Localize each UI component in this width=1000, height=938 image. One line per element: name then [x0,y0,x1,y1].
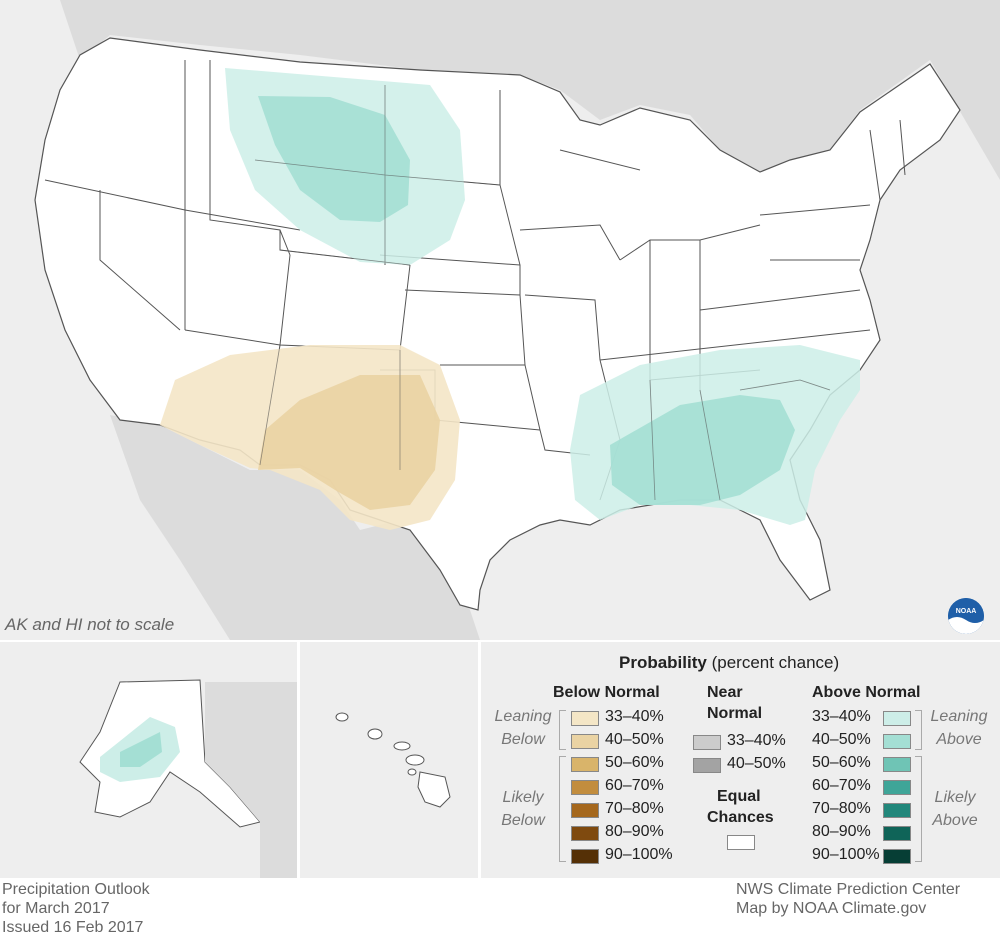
below-bin-label: 40–50% [605,731,664,748]
above-bin-label: 60–70% [812,777,871,794]
equal-chances-header-2: Chances [707,809,774,826]
near-bin-swatch [693,735,721,750]
leaning-above-label-1: Leaning [930,708,988,725]
leaning-above-bracket [915,710,922,750]
inset-scale-note: AK and HI not to scale [5,615,175,634]
alaska-inset [0,642,297,878]
footer-credit-map: Map by NOAA Climate.gov [736,900,927,917]
above-bin-swatch [883,849,911,864]
alaska-above-normal-inner [120,732,162,767]
main-map: AK and HI not to scale NOAA [0,0,1000,640]
above-bin-swatch [883,757,911,772]
hawaii-inset [300,642,478,878]
leaning-below-label-1: Leaning [494,708,552,725]
above-normal-northern-plains [225,68,465,265]
footer-right: NWS Climate Prediction Center Map by NOA… [736,880,960,918]
above-bin-swatch [883,780,911,795]
near-bin-label: 40–50% [727,755,786,772]
hawaii-islands [335,712,451,808]
likely-below-bracket [559,756,566,862]
leaning-below-bracket [559,710,566,750]
below-bin-label: 90–100% [605,846,673,863]
below-normal-southwest [160,345,460,530]
equal-chances-header-1: Equal [717,788,761,805]
above-bin-swatch [883,734,911,749]
state-borders-overlay [254,85,831,501]
near-bin-swatch [693,758,721,773]
noaa-logo-text: NOAA [956,608,977,615]
above-bin-label: 90–100% [812,846,880,863]
above-bin-label: 80–90% [812,823,871,840]
below-bin-label: 60–70% [605,777,664,794]
near-bin-label: 33–40% [727,732,786,749]
mexico-land [110,415,480,640]
above-bin-label: 33–40% [812,708,871,725]
near-normal-header-1: Near [707,684,743,701]
conus-map-svg [0,0,1000,640]
likely-above-label-2: Above [932,812,978,829]
legend-title-bold: Probability [619,653,707,672]
below-bin-swatch [571,780,599,795]
footer-title: Precipitation Outlook [2,881,150,898]
below-bin-swatch [571,711,599,726]
leaning-above-label-2: Above [936,731,982,748]
equal-chances-swatch [727,835,755,850]
noaa-logo: NOAA [948,598,984,634]
below-bin-swatch [571,803,599,818]
likely-below-label-1: Likely [502,789,544,806]
below-bin-label: 70–80% [605,800,664,817]
below-normal-header: Below Normal [553,684,660,701]
footer-left: Precipitation Outlook for March 2017 Iss… [2,880,150,937]
above-bin-swatch [883,826,911,841]
footer-credit-cpc: NWS Climate Prediction Center [736,881,961,898]
below-bin-label: 50–60% [605,754,664,771]
leaning-below-label-2: Below [501,731,545,748]
below-bin-swatch [571,757,599,772]
above-bin-swatch [883,803,911,818]
below-bin-swatch [571,849,599,864]
canada-yukon [205,682,297,878]
above-normal-header: Above Normal [812,684,921,701]
likely-above-bracket [915,756,922,862]
above-bin-label: 70–80% [812,800,871,817]
below-bin-swatch [571,734,599,749]
below-bin-label: 80–90% [605,823,664,840]
footer-period: for March 2017 [2,900,110,917]
footer-issued: Issued 16 Feb 2017 [2,919,144,936]
above-bin-label: 50–60% [812,754,871,771]
above-bin-swatch [883,711,911,726]
above-bin-label: 40–50% [812,731,871,748]
legend-title: Probability (percent chance) [619,653,839,673]
near-normal-header-2: Normal [707,705,763,722]
above-normal-southeast [570,345,860,525]
likely-above-label-1: Likely [934,789,976,806]
canada-land [0,0,1000,180]
legend-title-rest: (percent chance) [711,653,840,672]
legend: Probability (percent chance) Below Norma… [481,642,1000,878]
below-bin-label: 33–40% [605,708,664,725]
below-bin-swatch [571,826,599,841]
likely-below-label-2: Below [501,812,545,829]
